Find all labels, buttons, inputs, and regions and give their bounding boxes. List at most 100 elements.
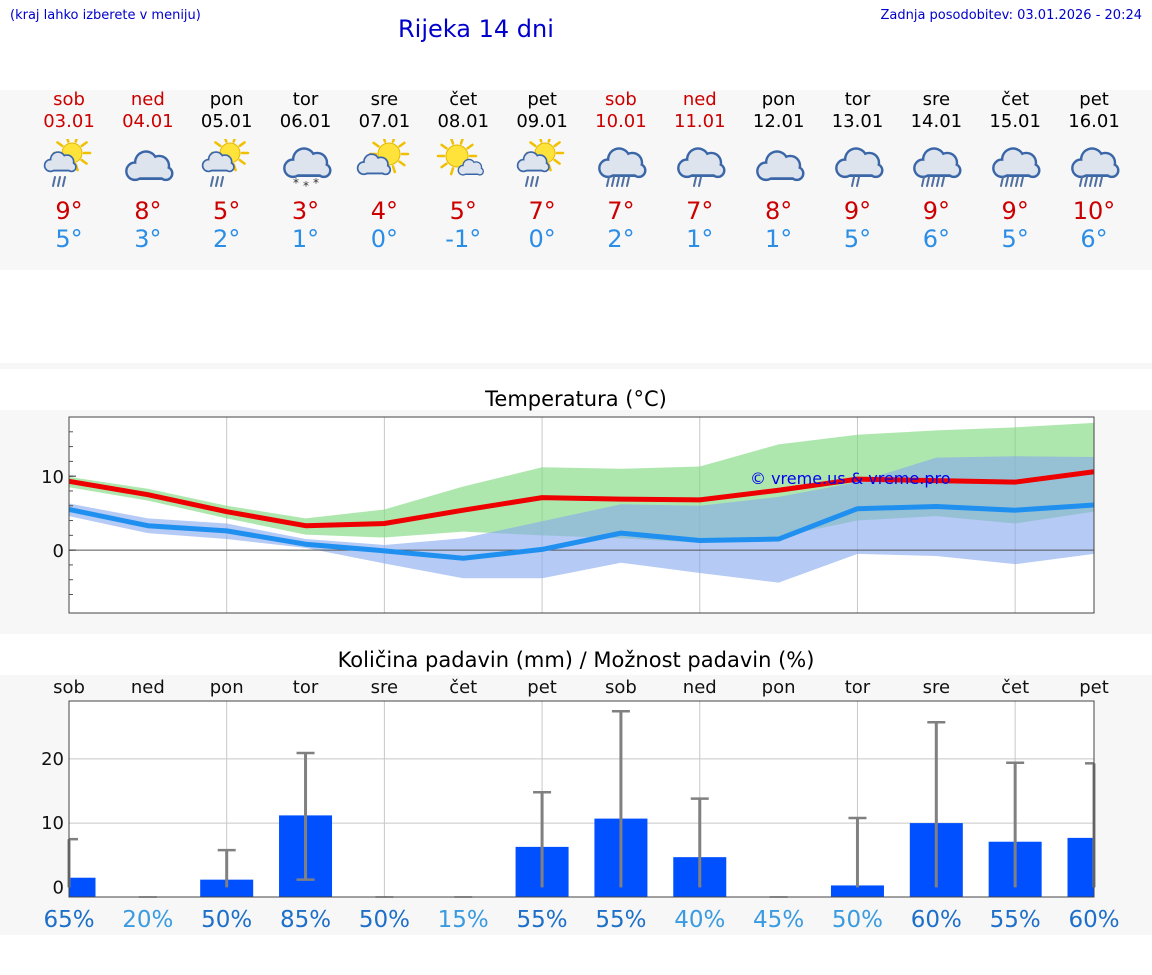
cloud-shape bbox=[357, 153, 392, 176]
cloud-shape bbox=[1071, 147, 1120, 179]
day-date: 15.01 bbox=[989, 111, 1041, 132]
temp-min: -1° bbox=[445, 225, 482, 253]
day-label: tor bbox=[845, 677, 871, 698]
plot-frame bbox=[68, 416, 1095, 614]
temp-min: 2° bbox=[213, 225, 241, 253]
sun-small-cloud-icon bbox=[437, 139, 485, 176]
day-date: 10.01 bbox=[595, 111, 647, 132]
sun-cloud-rain-icon bbox=[43, 139, 92, 187]
chance-label: 65% bbox=[43, 907, 94, 933]
y-tick-label: 0 bbox=[53, 877, 64, 898]
temp-min: 5° bbox=[1001, 225, 1029, 253]
series-max bbox=[68, 469, 1095, 529]
series-min bbox=[68, 502, 1095, 561]
day-date: 08.01 bbox=[437, 111, 490, 132]
day-column: sre 07.01 4° 0° bbox=[345, 89, 424, 253]
cloud-shape bbox=[676, 147, 726, 179]
y-tick-label: 20 bbox=[41, 749, 64, 770]
day-name: čet bbox=[449, 89, 478, 110]
temp-min: 5° bbox=[55, 225, 83, 253]
precip-bar bbox=[69, 877, 96, 897]
day-label: sob bbox=[605, 677, 637, 698]
chance-label: 50% bbox=[359, 907, 410, 933]
temp-min: 2° bbox=[607, 225, 635, 253]
day-date: 06.01 bbox=[279, 111, 332, 132]
chance-label: 40% bbox=[674, 907, 725, 933]
day-column: tor 06.01 * * * 3° 1° bbox=[266, 89, 345, 253]
day-label: pet bbox=[1079, 677, 1109, 698]
chance-label: 45% bbox=[753, 907, 804, 933]
day-label: ned bbox=[131, 677, 165, 698]
min-range-band bbox=[69, 456, 1094, 583]
cloud-rain-icon bbox=[676, 147, 726, 187]
sun-cloud-icon bbox=[357, 139, 410, 176]
temp-max: 8° bbox=[765, 197, 793, 225]
temp-min: 1° bbox=[291, 225, 320, 253]
day-label: tor bbox=[293, 677, 319, 698]
day-column: pon 12.01 8° 1° bbox=[739, 89, 818, 253]
day-label: ned bbox=[683, 677, 717, 698]
day-name: tor bbox=[292, 89, 319, 110]
plot-frame bbox=[68, 700, 1095, 898]
day-date: 04.01 bbox=[122, 111, 174, 132]
day-column: sob 03.01 9° 5° bbox=[30, 89, 109, 253]
day-column: pet 16.01 10° 6° bbox=[1055, 89, 1134, 253]
day-name: pon bbox=[209, 89, 244, 110]
temp-max: 9° bbox=[55, 197, 83, 225]
sun-cloud-rain-icon bbox=[201, 139, 249, 187]
day-label: čet bbox=[449, 677, 477, 698]
chance-label: 55% bbox=[990, 907, 1041, 933]
day-date: 11.01 bbox=[674, 111, 726, 132]
temp-max: 3° bbox=[291, 197, 320, 225]
day-name: tor bbox=[844, 89, 871, 110]
cloud-heavy-rain-icon bbox=[992, 147, 1041, 187]
day-date: 05.01 bbox=[200, 111, 253, 132]
chance-label: 55% bbox=[517, 907, 568, 933]
day-column: ned 11.01 7° 1° bbox=[660, 89, 739, 253]
day-column: pon 05.01 5° 2° bbox=[187, 89, 266, 253]
temp-max: 7° bbox=[528, 197, 556, 225]
cloud-heavy-rain-icon bbox=[1071, 147, 1120, 187]
chance-label: 20% bbox=[122, 907, 173, 933]
cloud-heavy-rain-icon bbox=[598, 147, 647, 187]
cloud-icon bbox=[755, 150, 805, 182]
temp-min: 5° bbox=[843, 225, 872, 253]
precip-bar bbox=[1067, 837, 1094, 897]
day-date: 16.01 bbox=[1068, 111, 1120, 132]
sun-cloud-rain-icon bbox=[516, 139, 565, 187]
precip-bar bbox=[200, 879, 254, 897]
snowflake: * bbox=[303, 179, 309, 193]
cloud-shape bbox=[598, 147, 647, 179]
day-name: ned bbox=[130, 89, 165, 110]
temp-max: 9° bbox=[843, 197, 872, 225]
cloud-shape bbox=[516, 151, 550, 173]
location-menu-hint[interactable]: (kraj lahko izberete v meniju) bbox=[10, 8, 201, 23]
chance-label: 50% bbox=[832, 907, 883, 933]
day-date: 13.01 bbox=[831, 111, 884, 132]
temp-max: 4° bbox=[370, 197, 399, 225]
day-name: sre bbox=[370, 89, 399, 110]
day-column: ned 04.01 8° 3° bbox=[108, 89, 187, 253]
temp-min: 0° bbox=[370, 225, 399, 253]
last-update: Zadnja posodobitev: 03.01.2026 - 20:24 bbox=[880, 8, 1142, 23]
cloud-shape bbox=[201, 151, 235, 173]
day-date: 12.01 bbox=[752, 111, 805, 132]
cloud-shape bbox=[913, 147, 962, 179]
page-title: Rijeka 14 dni bbox=[398, 15, 554, 43]
cloud-icon bbox=[124, 150, 174, 182]
day-column: čet 15.01 9° 5° bbox=[976, 89, 1055, 253]
watermark: © vreme.us & vreme.pro bbox=[750, 469, 951, 488]
temp-min: 1° bbox=[686, 225, 714, 253]
y-tick-label: 0 bbox=[53, 541, 64, 562]
chance-label: 60% bbox=[1068, 907, 1119, 933]
temp-max: 9° bbox=[1001, 197, 1029, 225]
chance-label: 50% bbox=[201, 907, 252, 933]
chance-label: 15% bbox=[438, 907, 489, 933]
temp-min: 0° bbox=[528, 225, 556, 253]
cloud-shape bbox=[457, 158, 485, 176]
cloud-rain-icon bbox=[834, 147, 883, 187]
day-label: sob bbox=[53, 677, 85, 698]
day-column: tor 13.01 9° 5° bbox=[818, 89, 897, 253]
temp-max: 8° bbox=[134, 197, 162, 225]
day-label: pon bbox=[210, 677, 244, 698]
